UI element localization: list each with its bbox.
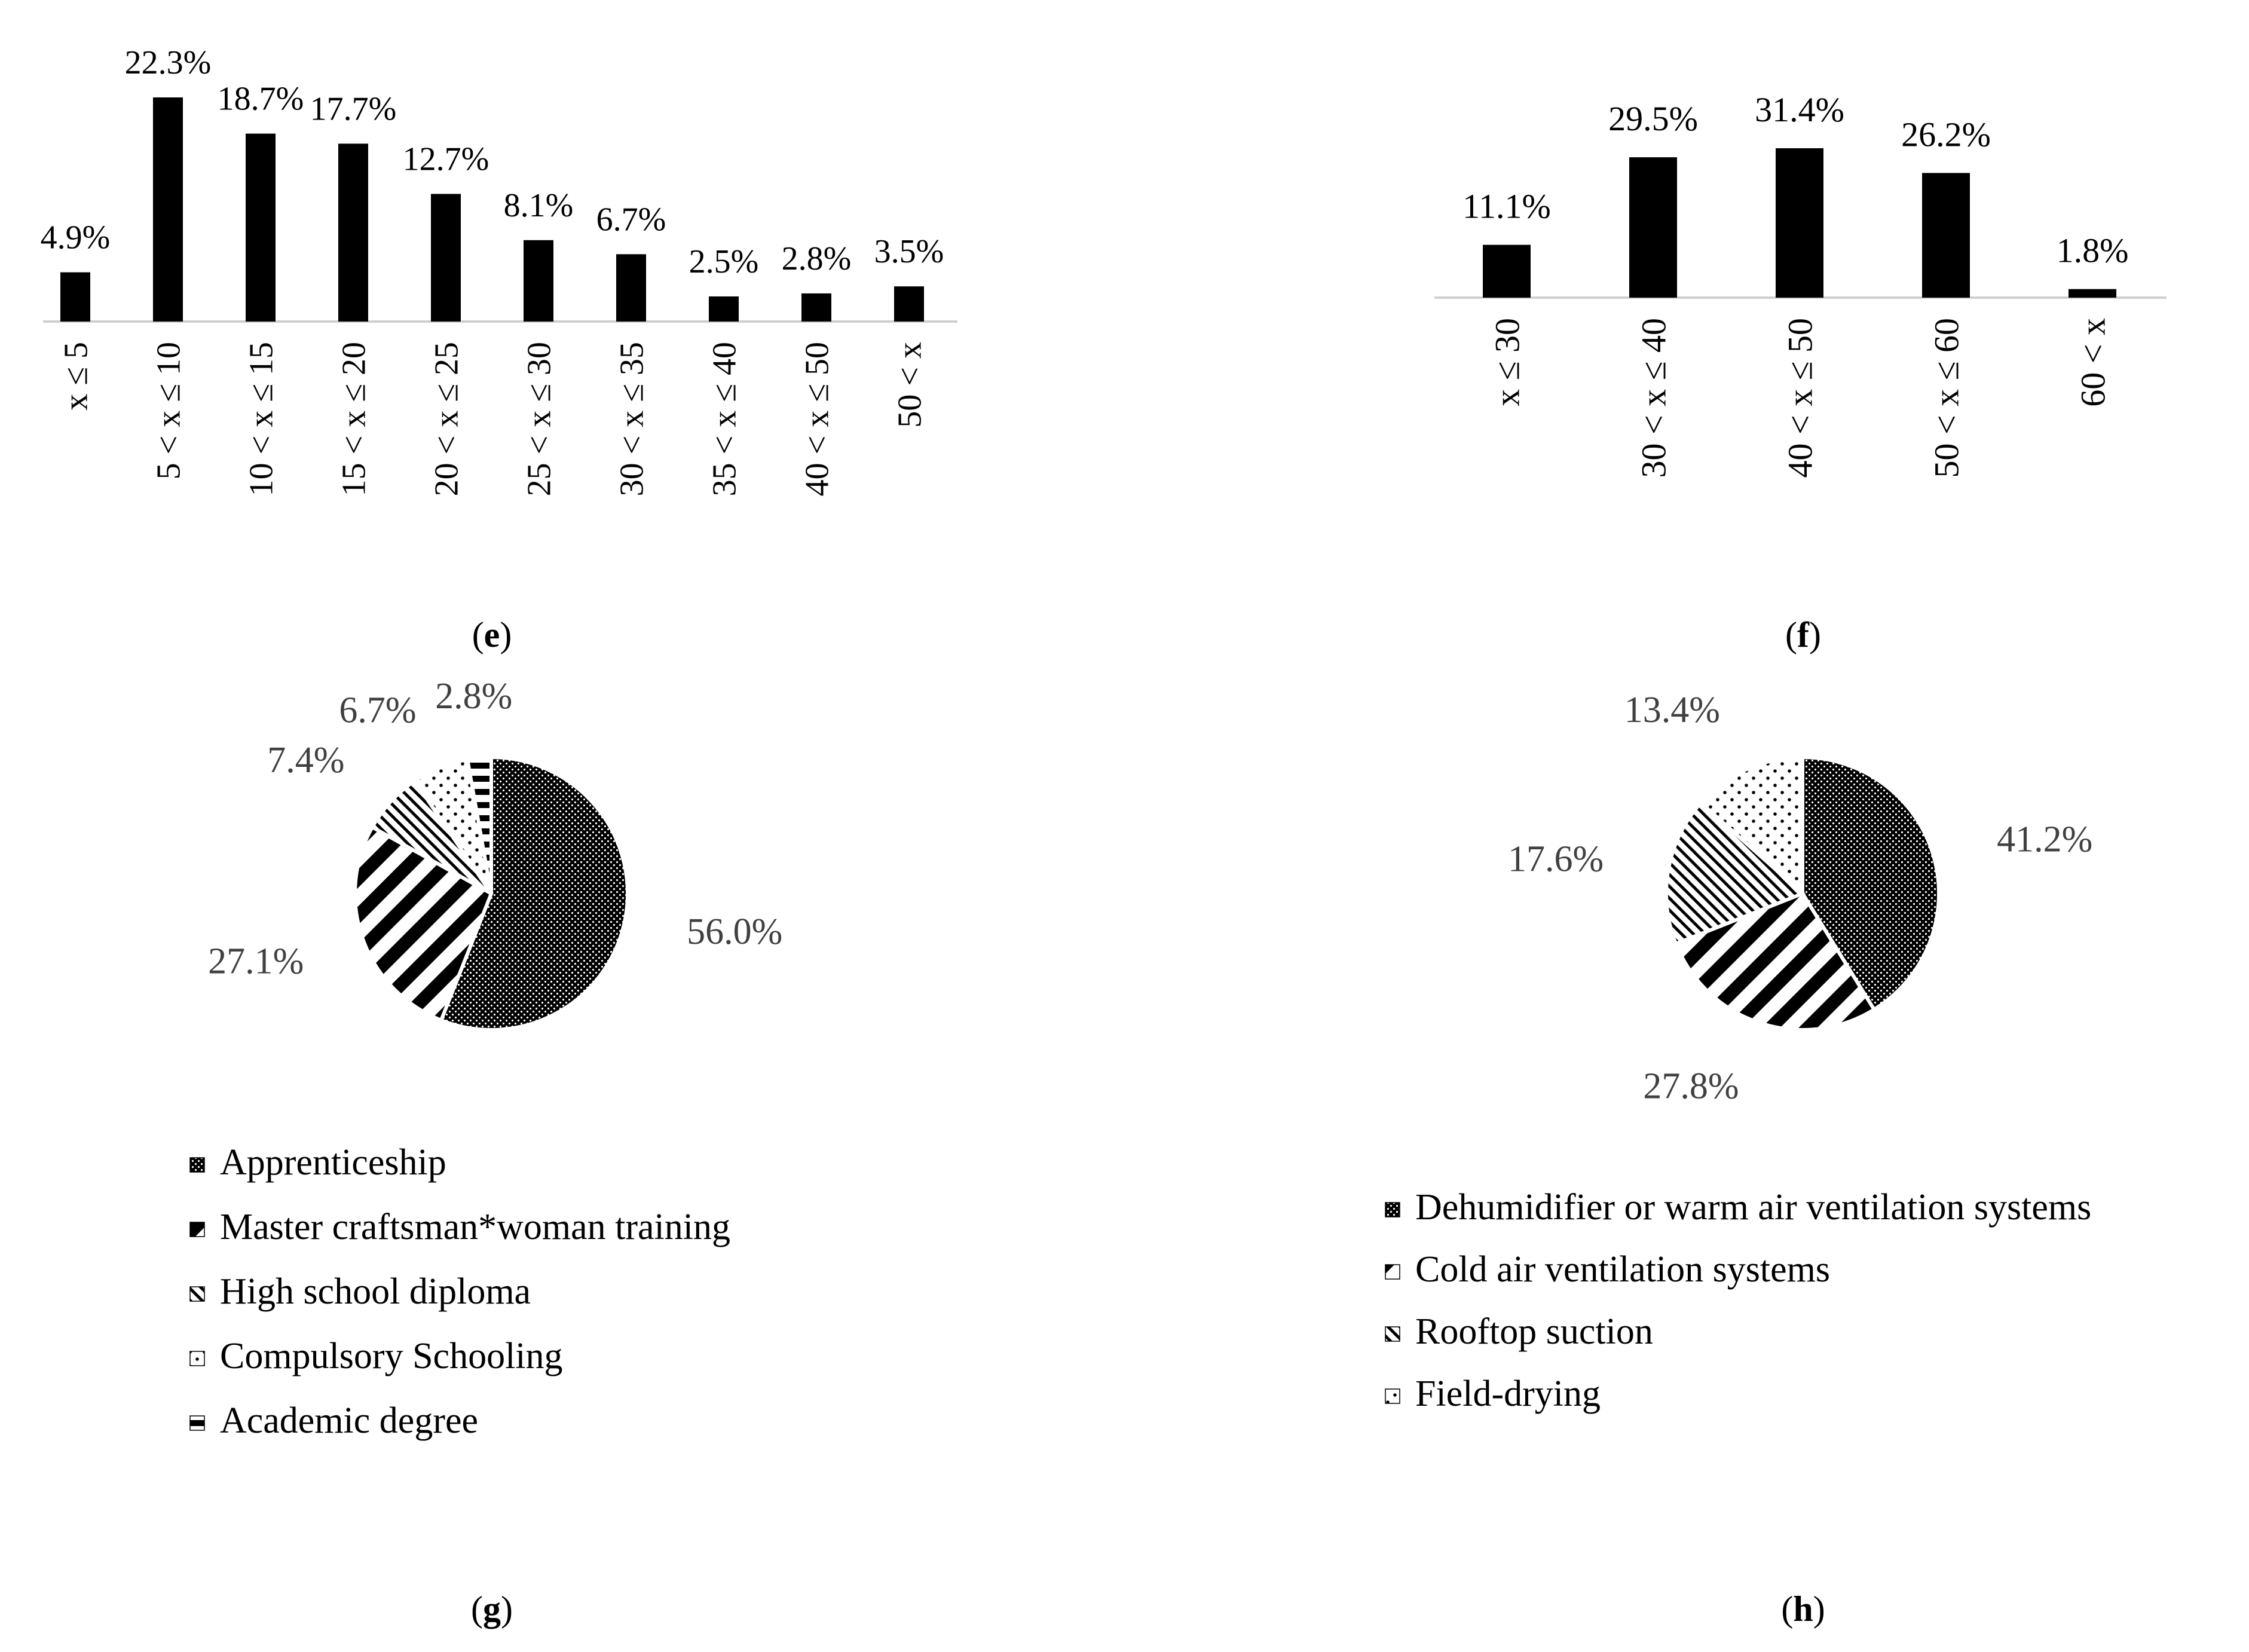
chart-e-tick-label-8: 40 < x ≤ 50	[799, 342, 836, 496]
chart-h-slice-1	[1673, 891, 1877, 1032]
chart-h-legend-label-2: Rooftop suction	[1415, 1311, 1653, 1352]
chart-g: 56.0% 27.1% 7.4% 6.7% 2.8% Apprenticeship Mas…	[189, 676, 782, 1629]
chart-g-legend-swatch-2	[189, 1286, 205, 1302]
chart-f-bar-1	[1629, 157, 1677, 298]
chart-h-slice-label-0: 41.2%	[1997, 819, 2092, 859]
chart-g-slice-label-4: 2.8%	[435, 676, 512, 717]
chart-e: 4.9% 22.3%18.7% 17.7%12.7% 8.1% 6.7% 2.5% 2.8%…	[41, 44, 957, 654]
chart-e-bar-1	[153, 97, 183, 322]
chart-h-legend-swatch-3	[1385, 1388, 1400, 1404]
chart-e-tick-label-4: 20 < x ≤ 25	[429, 342, 466, 496]
chart-h-caption: (h)	[1781, 1589, 1825, 1629]
chart-e-value-label-2: 18.7%	[218, 81, 304, 118]
chart-e-value-label-1: 22.3%	[125, 44, 212, 81]
chart-h-slice-label-1: 27.8%	[1643, 1066, 1739, 1106]
chart-f-value-label-1: 29.5%	[1608, 99, 1698, 138]
chart-f-value-label-4: 1.8%	[2057, 231, 2129, 270]
chart-e-bar-7	[709, 296, 739, 322]
chart-h-slice-2	[1664, 800, 1806, 946]
chart-h-legend-swatch-2	[1385, 1326, 1400, 1342]
chart-h-legend-label-3: Field-drying	[1415, 1373, 1601, 1414]
chart-e-tick-label-2: 10 < x ≤ 15	[243, 342, 280, 496]
chart-h-legend-label-1: Cold air ventilation systems	[1415, 1249, 1830, 1290]
chart-f-bar-4	[2069, 289, 2116, 298]
chart-e-value-label-7: 2.5%	[689, 243, 759, 280]
chart-e-value-label-3: 17.7%	[310, 90, 397, 127]
chart-e-tick-label-6: 30 < x ≤ 35	[614, 342, 651, 496]
chart-e-value-label-0: 4.9%	[41, 219, 111, 256]
chart-e-tick-label-7: 35 < x ≤ 40	[706, 342, 743, 496]
chart-e-value-label-6: 6.7%	[596, 201, 666, 238]
chart-g-legend-label-4: Academic degree	[220, 1400, 478, 1441]
chart-e-bar-3	[338, 143, 368, 322]
chart-e-bar-6	[616, 254, 646, 322]
chart-g-legend-label-0: Apprenticeship	[220, 1142, 446, 1183]
chart-e-value-label-8: 2.8%	[782, 240, 852, 277]
chart-f: 11.1% 29.5% 31.4% 26.2% 1.8% x ≤ 30 30 < x ≤ …	[1434, 90, 2167, 654]
chart-f-value-label-0: 11.1%	[1462, 187, 1551, 226]
chart-f-bar-3	[1922, 173, 1970, 298]
chart-e-bar-5	[524, 240, 553, 322]
chart-g-slice-label-0: 56.0%	[687, 911, 782, 952]
chart-g-legend-swatch-3	[189, 1351, 205, 1366]
chart-e-value-label-5: 8.1%	[504, 187, 574, 224]
chart-e-tick-label-5: 25 < x ≤ 30	[521, 342, 558, 496]
chart-e-tick-label-0: x ≤ 5	[58, 342, 95, 411]
chart-h-legend-label-0: Dehumidifier or warm air ventilation sys…	[1415, 1187, 2091, 1228]
chart-g-caption: (g)	[471, 1589, 513, 1629]
chart-f-value-label-2: 31.4%	[1755, 90, 1844, 129]
chart-e-bar-8	[801, 293, 831, 322]
chart-e-tick-label-3: 15 < x ≤ 20	[336, 342, 373, 496]
chart-f-bar-0	[1483, 244, 1531, 298]
chart-f-tick-label-0: x ≤ 30	[1488, 318, 1526, 406]
chart-f-value-label-3: 26.2%	[1901, 115, 1991, 154]
chart-g-slice-0	[439, 755, 629, 1032]
chart-e-value-label-4: 12.7%	[403, 140, 489, 178]
chart-f-tick-label-1: 30 < x ≤ 40	[1634, 318, 1673, 478]
chart-g-slice-4	[465, 755, 493, 894]
chart-h-slice-label-3: 13.4%	[1624, 690, 1720, 730]
chart-g-slice-label-1: 27.1%	[208, 941, 304, 982]
chart-g-legend-label-1: Master craftsman*woman training	[220, 1207, 730, 1247]
chart-e-bar-2	[246, 133, 276, 322]
chart-e-tick-label-1: 5 < x ≤ 10	[151, 342, 188, 479]
chart-f-tick-label-3: 50 < x ≤ 60	[1927, 318, 1966, 478]
chart-g-slice-label-3: 6.7%	[339, 690, 416, 730]
chart-g-legend-label-2: High school diploma	[220, 1271, 531, 1312]
chart-e-value-label-9: 3.5%	[874, 233, 944, 270]
chart-h-slice-label-2: 17.6%	[1508, 839, 1604, 880]
chart-g-legend-swatch-0	[189, 1157, 205, 1173]
chart-e-bar-0	[60, 272, 90, 322]
chart-f-tick-label-2: 40 < x ≤ 50	[1780, 318, 1819, 478]
chart-h-slice-3	[1698, 755, 1804, 898]
chart-h-legend-swatch-1	[1385, 1264, 1400, 1280]
chart-h: 41.2% 27.8% 17.6% 13.4% Dehumidifier or war…	[1385, 690, 2092, 1629]
chart-g-legend-swatch-4	[189, 1415, 205, 1431]
chart-e-bar-9	[894, 286, 924, 322]
chart-g-legend-label-3: Compulsory Schooling	[220, 1336, 563, 1376]
chart-g-slice-label-2: 7.4%	[267, 740, 344, 781]
chart-f-caption: (f)	[1785, 615, 1821, 654]
chart-g-legend-swatch-1	[189, 1222, 205, 1237]
chart-f-bar-2	[1776, 148, 1823, 298]
chart-h-legend-swatch-0	[1385, 1202, 1400, 1217]
chart-f-tick-label-4: 60 < x	[2073, 318, 2112, 407]
chart-e-bar-4	[431, 194, 461, 322]
chart-e-caption: (e)	[472, 615, 512, 654]
chart-e-tick-label-9: 50 < x	[892, 342, 929, 428]
